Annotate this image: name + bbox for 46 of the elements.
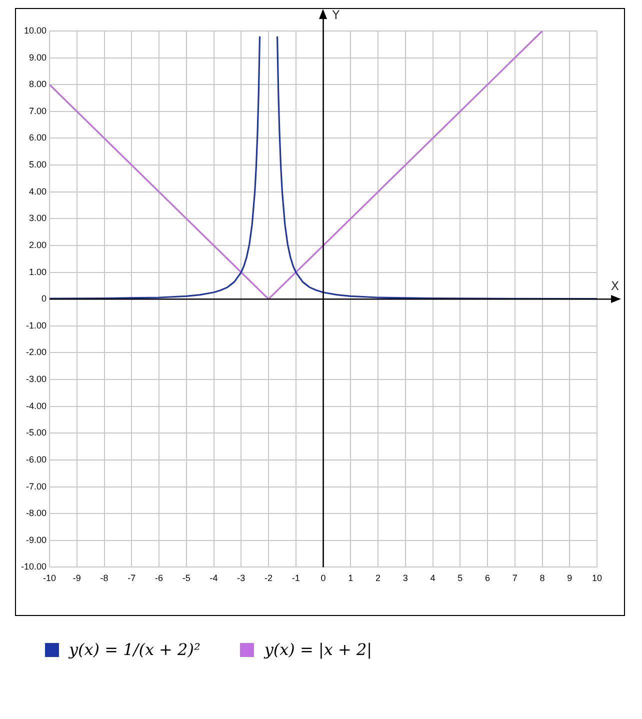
y-tick-label: 1.00 xyxy=(28,266,47,277)
x-tick-label: 3 xyxy=(402,573,408,584)
legend-label: y(x) = |x + 2| xyxy=(264,640,372,659)
y-tick-label: -1.00 xyxy=(26,320,47,330)
y-tick-label: 9.00 xyxy=(28,52,47,62)
y-tick-label: -2.00 xyxy=(26,347,47,358)
y-tick-label: -7.00 xyxy=(26,481,47,492)
y-tick-label: 4.00 xyxy=(28,186,47,196)
x-tick-label: -10 xyxy=(43,573,56,584)
x-tick-label: 4 xyxy=(430,573,436,584)
x-tick-label: -8 xyxy=(100,573,108,584)
x-tick-label: -9 xyxy=(72,573,81,584)
y-axis-title: Y xyxy=(331,8,340,22)
x-tick-label: 2 xyxy=(376,573,381,584)
legend-label: y(x) = 1/(x + 2)² xyxy=(69,640,200,659)
y-tick-label: 8.00 xyxy=(28,79,47,90)
x-tick-label: 8 xyxy=(540,573,545,584)
x-tick-label: 5 xyxy=(458,573,463,584)
x-tick-label: 9 xyxy=(567,573,572,584)
x-tick-label: 6 xyxy=(484,573,490,584)
x-tick-label: -2 xyxy=(264,573,273,584)
y-tick-label: 7.00 xyxy=(28,106,47,116)
x-tick-label: -5 xyxy=(182,573,190,584)
y-tick-label: 2.00 xyxy=(28,240,47,250)
y-tick-label: 10.00 xyxy=(24,25,47,36)
y-tick-label: -8.00 xyxy=(26,508,47,518)
x-tick-label: -7 xyxy=(128,573,136,584)
y-tick-label: -4.00 xyxy=(26,400,47,411)
x-axis-title: X xyxy=(610,279,620,294)
x-tick-label: 0 xyxy=(320,573,326,584)
x-tick-label: -1 xyxy=(292,573,300,584)
x-tick-label: 7 xyxy=(512,573,518,584)
y-tick-label: -10.00 xyxy=(20,562,47,572)
y-tick-label: -6.00 xyxy=(26,454,47,464)
x-tick-label: -4 xyxy=(210,573,218,584)
y-tick-label: -3.00 xyxy=(26,374,47,384)
x-tick-label: 10 xyxy=(592,573,602,584)
y-tick-label: 6.00 xyxy=(28,132,47,143)
y-tick-label: -5.00 xyxy=(26,428,47,438)
x-tick-label: 1 xyxy=(348,573,354,584)
y-tick-label: 0 xyxy=(42,294,47,304)
x-tick-label: -3 xyxy=(237,573,246,584)
y-tick-label: -9.00 xyxy=(26,534,47,545)
y-tick-label: 3.00 xyxy=(28,213,47,224)
x-tick-label: -6 xyxy=(155,573,164,584)
y-tick-label: 5.00 xyxy=(28,160,47,170)
